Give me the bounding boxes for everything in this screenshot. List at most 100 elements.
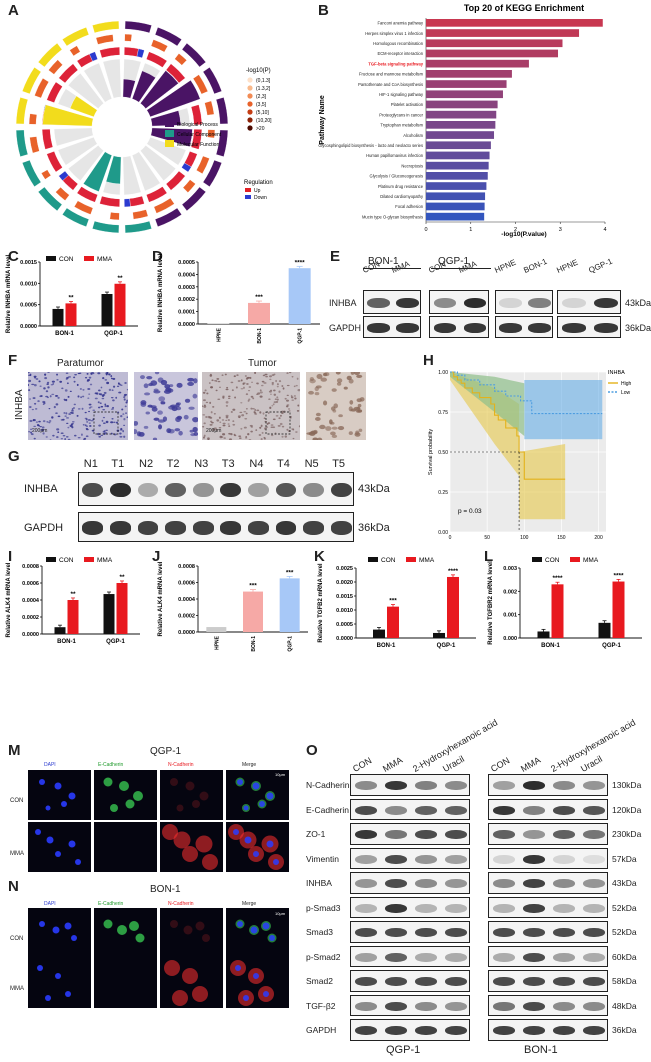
circos-count-segment: [150, 39, 169, 53]
if-micrograph: [226, 908, 289, 958]
ihc-nucleus: [356, 406, 361, 412]
circos-up-segment: [146, 51, 168, 68]
merge-nucleus: [266, 840, 274, 848]
kegg-category-label: Focal adhesion: [395, 204, 423, 209]
ihc-nucleus: [212, 406, 215, 408]
o-blot-row: [350, 872, 470, 894]
mf-swatch: [165, 140, 174, 147]
panel-label-f: F: [8, 352, 18, 369]
ytick-label: 0.0003: [178, 285, 195, 291]
ihc-nucleus: [64, 389, 68, 392]
n-ch-ncad: N-Cadherin: [168, 901, 194, 907]
ncad-signal: [182, 846, 198, 862]
ihc-nucleus: [259, 426, 262, 429]
ihc-nucleus: [225, 414, 229, 418]
category-label: BON-1: [251, 636, 257, 652]
kegg-bar: [426, 110, 497, 119]
category-label: QGP-1: [288, 636, 294, 652]
ihc-nucleus: [48, 421, 51, 424]
if-micrograph: [160, 958, 223, 1008]
ihc-nucleus: [331, 388, 337, 392]
blot-band: [396, 297, 419, 309]
ihc-nucleus: [245, 436, 248, 438]
circos-term-segment: [215, 129, 229, 157]
o-blot-row: [350, 1019, 470, 1041]
legend-con-label: CON: [59, 557, 74, 564]
blot-band: [192, 521, 214, 535]
ihc-nucleus: [77, 408, 81, 410]
ihc-nucleus: [98, 435, 102, 438]
ihc-nucleus: [252, 397, 255, 400]
ihc-nucleus: [29, 398, 31, 400]
ihc-nucleus: [72, 407, 76, 409]
ihc-nucleus: [263, 437, 267, 440]
blot-band: [137, 521, 159, 535]
ihc-nucleus: [140, 375, 145, 380]
ihc-nucleus: [102, 430, 106, 433]
e-blot-inhba: [495, 290, 553, 314]
f-scale-2: 200μm: [206, 428, 222, 434]
circos-count-segment: [182, 179, 196, 193]
ihc-nucleus: [71, 410, 74, 412]
y-axis-label: Relative ALK4 mRNA level: [158, 561, 164, 636]
ihc-nucleus: [254, 372, 257, 375]
blot-band: [582, 977, 606, 987]
bar: [206, 627, 227, 632]
ihc-nucleus: [258, 434, 262, 436]
blot-band: [593, 297, 619, 309]
m-scale: 10μm: [275, 772, 286, 777]
ihc-nucleus: [84, 424, 87, 427]
blot-band: [492, 830, 516, 840]
o-blot-row: [488, 823, 608, 845]
ihc-nucleus: [110, 408, 114, 410]
ihc-nucleus: [273, 401, 277, 404]
ihc-nucleus: [35, 421, 38, 423]
o-cell-qgp1: QGP-1: [386, 1044, 421, 1056]
ihc-nucleus: [297, 404, 300, 407]
ihc-nucleus: [108, 388, 112, 391]
if-micrograph: [28, 822, 91, 872]
kegg-xtick-label: 2: [514, 227, 517, 233]
ihc-nucleus: [221, 374, 224, 376]
blot-band: [414, 952, 438, 962]
blot-band: [354, 781, 378, 791]
blot-band: [492, 879, 516, 889]
kegg-bar: [426, 100, 498, 109]
circos-legend-dot: [247, 125, 253, 131]
o-kda-label: 52kDa: [612, 927, 637, 937]
category-label: BON-1: [541, 643, 560, 649]
circos-count-segment: [109, 212, 120, 221]
ecad-signal: [133, 791, 143, 801]
ihc-nucleus: [273, 373, 276, 375]
km-ytick-label: 0.75: [438, 410, 448, 416]
ihc-nucleus: [356, 374, 363, 378]
ihc-nucleus: [123, 418, 126, 421]
ihc-nucleus: [77, 372, 81, 375]
blot-band: [82, 482, 104, 498]
ihc-nucleus: [55, 395, 59, 397]
circos-down-segment: [181, 162, 192, 173]
o-blot-row: [488, 945, 608, 967]
blot-band: [492, 952, 516, 962]
e-blot-gapdh: [429, 316, 489, 338]
ncad-signal: [202, 934, 210, 942]
ihc-nucleus: [57, 396, 60, 399]
ihc-nucleus: [110, 421, 114, 424]
ihc-nucleus: [125, 401, 128, 404]
ihc-nucleus: [33, 383, 37, 387]
bar: [279, 578, 300, 632]
o-blot-row: [350, 994, 470, 1016]
kegg-bar: [426, 29, 580, 37]
m-ch-dapi: DAPI: [44, 762, 56, 768]
km-legend-title: INHBA: [608, 370, 625, 376]
ihc-nucleus: [67, 395, 70, 398]
ihc-nucleus: [112, 399, 115, 402]
ihc-nucleus: [245, 393, 249, 396]
circos-legend-bin: (5,10]: [256, 110, 269, 116]
ihc-nucleus: [28, 431, 31, 433]
g-kda-inhba: 43kDa: [358, 483, 390, 495]
blot-band: [582, 1001, 606, 1011]
o-kda-label: 43kDa: [612, 878, 637, 888]
kegg-bar: [426, 141, 491, 150]
ncad-signal: [182, 968, 198, 984]
